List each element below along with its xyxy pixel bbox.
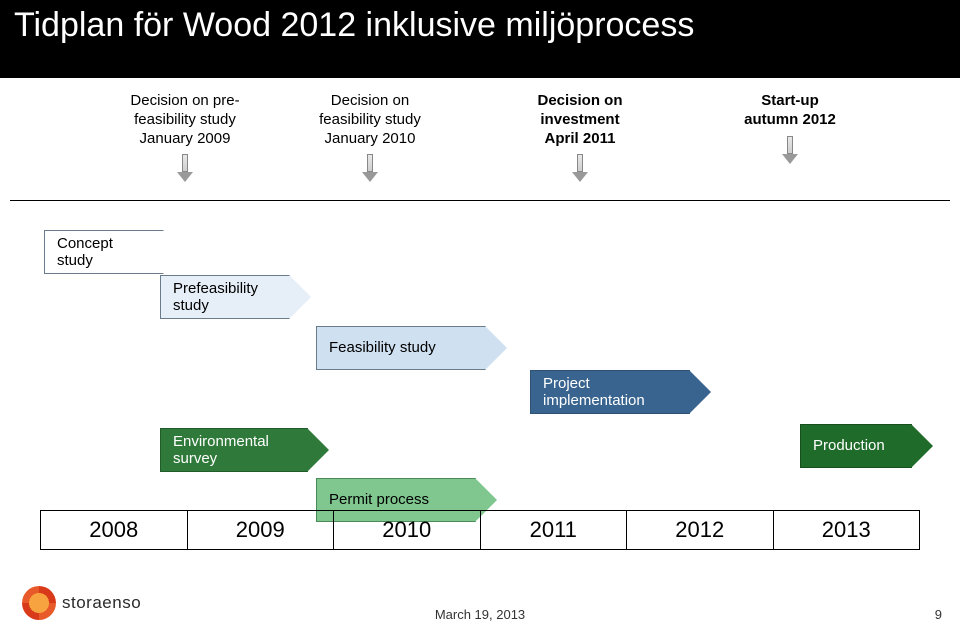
milestones-row: Decision on pre-feasibility studyJanuary… (0, 92, 960, 202)
phase-label: Prefeasibility study (173, 280, 258, 315)
phase-label: Project implementation (543, 375, 645, 410)
phase-chevron: Environmental survey (160, 428, 308, 472)
down-arrow-icon (362, 154, 378, 182)
timeline-years: 200820092010201120122013 (40, 510, 920, 550)
phase-chevrons: Concept study Prefeasibility study Feasibi… (0, 230, 960, 500)
phase-chevron: Concept study (44, 230, 164, 274)
phase-label: Concept study (57, 235, 113, 270)
timeline-year: 2012 (627, 511, 774, 549)
timeline-year: 2009 (188, 511, 335, 549)
milestone-divider (10, 200, 950, 201)
timeline-year: 2010 (334, 511, 481, 549)
logo: storaenso (22, 586, 141, 620)
title-bar: Tidplan för Wood 2012 inklusive miljöpro… (0, 0, 960, 78)
down-arrow-icon (572, 154, 588, 182)
logo-text: storaenso (62, 593, 141, 613)
slide-title: Tidplan för Wood 2012 inklusive miljöpro… (14, 6, 694, 45)
phase-chevron: Feasibility study (316, 326, 486, 370)
phase-label: Feasibility study (329, 339, 436, 356)
phase-chevron: Production (800, 424, 912, 468)
timeline-year: 2008 (41, 511, 188, 549)
phase-label: Permit process (329, 491, 429, 508)
phase-label: Production (813, 437, 885, 454)
logo-mark-icon (22, 586, 56, 620)
down-arrow-icon (782, 136, 798, 164)
phase-chevron: Prefeasibility study (160, 275, 290, 319)
timeline-year: 2011 (481, 511, 628, 549)
phase-chevron: Project implementation (530, 370, 690, 414)
milestone: Decision on pre-feasibility studyJanuary… (100, 92, 270, 182)
milestone: Decision oninvestmentApril 2011 (510, 92, 650, 182)
down-arrow-icon (177, 154, 193, 182)
footer-date: March 19, 2013 (435, 607, 525, 622)
phase-label: Environmental survey (173, 433, 269, 468)
timeline-year: 2013 (774, 511, 920, 549)
footer-page: 9 (935, 607, 942, 622)
milestone: Decision onfeasibility studyJanuary 2010 (290, 92, 450, 182)
milestone: Start-upautumn 2012 (720, 92, 860, 164)
